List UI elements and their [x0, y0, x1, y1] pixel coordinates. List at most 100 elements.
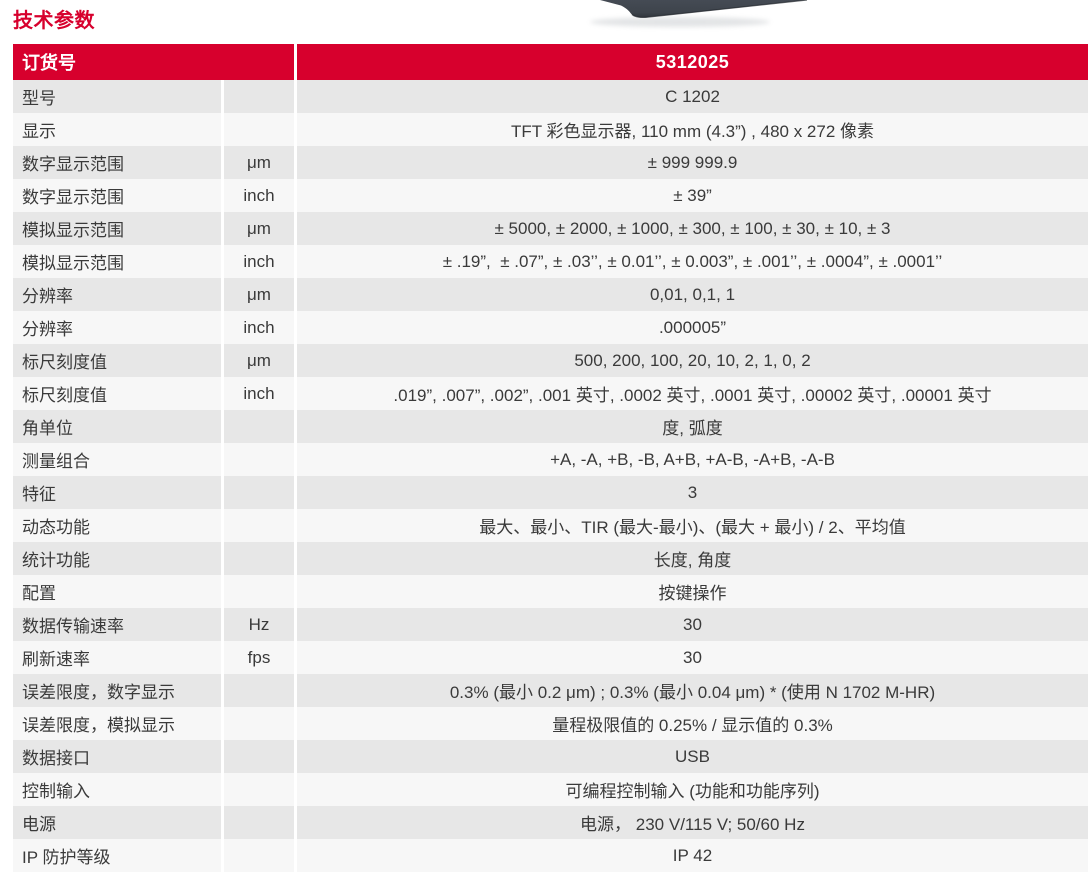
- table-row: 刷新速率 fps 30: [13, 641, 1088, 674]
- row-label: 误差限度，模拟显示: [13, 707, 221, 740]
- row-unit: [224, 443, 294, 476]
- row-value: 0.3% (最小 0.2 μm) ; 0.3% (最小 0.04 μm) * (…: [297, 674, 1088, 707]
- row-value: 电源， 230 V/115 V; 50/60 Hz: [297, 806, 1088, 839]
- column-divider: [221, 278, 224, 311]
- row-label: 配置: [13, 575, 221, 608]
- row-value: 可编程控制输入 (功能和功能序列): [297, 773, 1088, 806]
- row-value: IP 42: [297, 839, 1088, 872]
- row-label: 数字显示范围: [13, 179, 221, 212]
- column-divider: [294, 113, 297, 146]
- table-row: 数字显示范围 inch ± 39”: [13, 179, 1088, 212]
- row-unit: [224, 839, 294, 872]
- row-label: 特征: [13, 476, 221, 509]
- column-divider: [294, 575, 297, 608]
- column-divider: [221, 245, 224, 278]
- row-value: USB: [297, 740, 1088, 773]
- row-value: ± 39”: [297, 179, 1088, 212]
- page-title: 技术参数: [13, 10, 95, 32]
- header-order-number-value: 5312025: [297, 44, 1088, 80]
- column-divider: [221, 707, 224, 740]
- table-row: 模拟显示范围 μm ± 5000, ± 2000, ± 1000, ± 300, ±…: [13, 212, 1088, 245]
- device-body-shape: [600, 0, 807, 18]
- row-value: 30: [297, 608, 1088, 641]
- column-divider: [294, 245, 297, 278]
- column-divider: [221, 608, 224, 641]
- row-unit: [224, 476, 294, 509]
- header-order-number-label: 订货号: [13, 44, 294, 80]
- row-value: 3: [297, 476, 1088, 509]
- column-divider: [294, 410, 297, 443]
- row-label: 角单位: [13, 410, 221, 443]
- row-value: +A, -A, +B, -B, A+B, +A-B, -A+B, -A-B: [297, 443, 1088, 476]
- column-divider: [294, 80, 297, 113]
- column-divider: [221, 476, 224, 509]
- table-row: 分辨率 μm 0,01, 0,1, 1: [13, 278, 1088, 311]
- column-divider: [294, 311, 297, 344]
- column-divider: [294, 344, 297, 377]
- table-row: 统计功能 长度, 角度: [13, 542, 1088, 575]
- column-divider: [294, 377, 297, 410]
- table-row: 标尺刻度值 μm 500, 200, 100, 20, 10, 2, 1, 0, 2: [13, 344, 1088, 377]
- row-unit: [224, 410, 294, 443]
- column-divider: [221, 443, 224, 476]
- row-label: 模拟显示范围: [13, 245, 221, 278]
- column-divider: [294, 707, 297, 740]
- spec-table-body: 型号 C 1202 显示 TFT 彩色显示器, 110 mm (4.3”) , 480…: [13, 80, 1088, 872]
- table-header-row: 订货号 5312025: [13, 44, 1088, 80]
- row-value: ± 999 999.9: [297, 146, 1088, 179]
- column-divider: [221, 542, 224, 575]
- row-label: 数字显示范围: [13, 146, 221, 179]
- column-divider: [221, 674, 224, 707]
- table-row: 标尺刻度值 inch .019”, .007”, .002”, .001 英寸, .…: [13, 377, 1088, 410]
- table-row: IP 防护等级 IP 42: [13, 839, 1088, 872]
- row-label: 误差限度，数字显示: [13, 674, 221, 707]
- table-row: 电源 电源， 230 V/115 V; 50/60 Hz: [13, 806, 1088, 839]
- row-label: 动态功能: [13, 509, 221, 542]
- column-divider: [294, 476, 297, 509]
- row-unit: [224, 707, 294, 740]
- column-divider: [294, 179, 297, 212]
- row-label: 分辨率: [13, 278, 221, 311]
- table-row: 数据接口 USB: [13, 740, 1088, 773]
- row-unit: [224, 674, 294, 707]
- row-label: 模拟显示范围: [13, 212, 221, 245]
- spec-table: 订货号 5312025 型号 C 1202 显示 TFT 彩色显示器, 110 mm …: [13, 44, 1088, 872]
- row-value: C 1202: [297, 80, 1088, 113]
- row-unit: inch: [224, 377, 294, 410]
- column-divider: [294, 806, 297, 839]
- row-value: 0,01, 0,1, 1: [297, 278, 1088, 311]
- row-value: 按键操作: [297, 575, 1088, 608]
- column-divider: [221, 113, 224, 146]
- table-row: 数据传输速率 Hz 30: [13, 608, 1088, 641]
- row-value: ± 5000, ± 2000, ± 1000, ± 300, ± 100, ± …: [297, 212, 1088, 245]
- row-unit: [224, 509, 294, 542]
- column-divider: [221, 410, 224, 443]
- row-label: IP 防护等级: [13, 839, 221, 872]
- column-divider: [294, 509, 297, 542]
- row-value: .000005”: [297, 311, 1088, 344]
- row-unit: inch: [224, 311, 294, 344]
- row-unit: [224, 113, 294, 146]
- column-divider: [294, 146, 297, 179]
- row-unit: μm: [224, 212, 294, 245]
- column-divider: [294, 839, 297, 872]
- row-unit: [224, 773, 294, 806]
- table-row: 特征 3: [13, 476, 1088, 509]
- device-photo-corner: [590, 0, 808, 27]
- column-divider: [294, 212, 297, 245]
- row-value: 最大、最小、TIR (最大-最小)、(最大 + 最小) / 2、平均值: [297, 509, 1088, 542]
- table-row: 误差限度，数字显示 0.3% (最小 0.2 μm) ; 0.3% (最小 0.0…: [13, 674, 1088, 707]
- table-row: 测量组合 +A, -A, +B, -B, A+B, +A-B, -A+B, -A-…: [13, 443, 1088, 476]
- row-unit: [224, 80, 294, 113]
- row-value: .019”, .007”, .002”, .001 英寸, .0002 英寸, …: [297, 377, 1088, 410]
- column-divider: [294, 443, 297, 476]
- row-unit: [224, 740, 294, 773]
- column-divider: [221, 80, 224, 113]
- column-divider: [221, 377, 224, 410]
- row-unit: μm: [224, 344, 294, 377]
- column-divider: [221, 740, 224, 773]
- row-label: 测量组合: [13, 443, 221, 476]
- table-row: 显示 TFT 彩色显示器, 110 mm (4.3”) , 480 x 272 像…: [13, 113, 1088, 146]
- column-divider: [221, 575, 224, 608]
- table-row: 角单位 度, 弧度: [13, 410, 1088, 443]
